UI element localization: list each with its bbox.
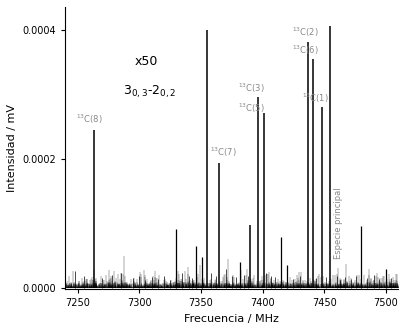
- Text: $^{13}$C(6): $^{13}$C(6): [292, 43, 318, 57]
- Text: $^{13}$C(8): $^{13}$C(8): [76, 113, 103, 126]
- Text: $^{13}$C(1): $^{13}$C(1): [301, 92, 328, 105]
- Text: $^{13}$C(2): $^{13}$C(2): [292, 26, 318, 39]
- Text: $^{13}$C(5): $^{13}$C(5): [237, 101, 264, 115]
- Y-axis label: Intensidad / mV: Intensidad / mV: [7, 104, 17, 192]
- Text: 3$_{0,3}$-2$_{0,2}$: 3$_{0,3}$-2$_{0,2}$: [123, 84, 176, 101]
- Text: $^{13}$C(3): $^{13}$C(3): [237, 82, 264, 95]
- Text: $^{13}$C(7): $^{13}$C(7): [209, 145, 236, 159]
- Text: x50: x50: [134, 55, 158, 68]
- X-axis label: Frecuencia / MHz: Frecuencia / MHz: [184, 314, 279, 324]
- Text: Especie principal: Especie principal: [333, 187, 342, 259]
